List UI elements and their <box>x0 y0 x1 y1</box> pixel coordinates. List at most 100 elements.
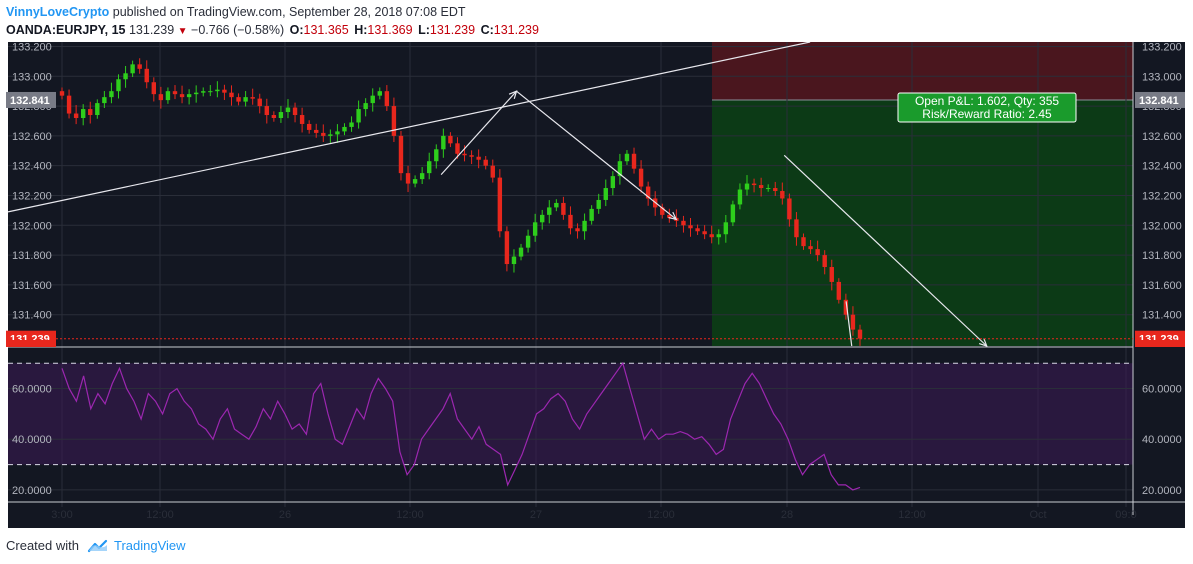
candle-body <box>624 153 630 162</box>
entry-price-tag-left-bg <box>6 91 56 108</box>
time-tick-label: 12:00 <box>146 509 174 521</box>
candle-body <box>794 219 799 238</box>
candle-body <box>186 94 192 98</box>
candle-body <box>702 231 707 235</box>
candle-series <box>59 58 863 346</box>
rsi-pane <box>8 346 1185 491</box>
candle-body <box>645 186 651 199</box>
price-tick-label-left: 131.600 <box>12 280 52 292</box>
trade-info-box[interactable]: Open P&L: 1.602, Qty: 355 Risk/Reward Ra… <box>897 92 1077 123</box>
candle-body <box>511 256 517 265</box>
low-label: L: <box>418 23 430 37</box>
time-tick-label: Oct <box>1029 509 1046 521</box>
candle-body <box>455 143 460 154</box>
price-tick-label-left: 132.600 <box>12 131 52 143</box>
candle-body <box>356 109 361 123</box>
candle-body <box>88 109 93 116</box>
arrow-head <box>668 211 678 221</box>
candle-body <box>582 220 587 232</box>
trade-info-pnl: Open P&L: 1.602, Qty: 355 <box>915 94 1059 108</box>
candle-body <box>815 249 820 256</box>
candle-body <box>165 91 171 101</box>
candle-body <box>130 64 135 74</box>
cut-price-tag-right <box>1135 340 1185 347</box>
trendline <box>7 42 811 213</box>
rsi-tick-label: 20.0000 <box>1142 485 1182 497</box>
candle-body <box>441 135 446 150</box>
time-tick-label: 28 <box>781 509 793 521</box>
candle-body <box>610 176 616 189</box>
rsi-tick-label: 40.0000 <box>1142 434 1182 446</box>
candle-body <box>208 91 213 93</box>
candle-body <box>377 91 382 96</box>
candle-body <box>229 92 234 98</box>
low-value: 131.239 <box>429 23 476 37</box>
candle-body <box>172 91 178 95</box>
candle-body <box>116 79 121 92</box>
candle-body <box>179 94 185 98</box>
candle-body <box>751 183 757 186</box>
candle-body <box>773 188 778 192</box>
candle-body <box>462 153 467 156</box>
candle-body <box>222 89 227 93</box>
created-with-text: Created with <box>6 538 79 553</box>
candle-body <box>250 97 255 99</box>
stop-loss-zone <box>712 42 1133 100</box>
price-tick-label: 132.400 <box>1142 161 1182 173</box>
time-tick-label: 12:00 <box>396 509 424 521</box>
candle-body <box>695 228 700 232</box>
candle-body <box>109 91 114 98</box>
price-tick-label: 132.600 <box>1142 131 1182 143</box>
close-label: C: <box>480 23 494 37</box>
candle-body <box>758 185 764 189</box>
candle-body <box>787 198 792 220</box>
chart-canvas[interactable]: 133.200133.200133.000133.000132.800132.8… <box>0 42 1193 530</box>
footer: Created with TradingView <box>6 538 186 553</box>
price-tick-label: 131.800 <box>1142 250 1182 262</box>
candle-body <box>765 188 771 190</box>
candle-body <box>342 126 347 132</box>
candle-body <box>822 255 827 268</box>
candle-body <box>681 220 686 226</box>
candle-body <box>59 91 65 96</box>
author-link[interactable]: VinnyLoveCrypto <box>6 5 110 19</box>
price-tick-label-left: 131.400 <box>12 310 52 322</box>
trade-info-bg <box>897 92 1077 123</box>
time-tick-label: 26 <box>279 509 291 521</box>
trendline <box>783 154 988 347</box>
candle-body <box>363 103 368 110</box>
price-tick-label-left: 131.800 <box>12 250 52 262</box>
candle-body <box>102 97 107 104</box>
trade-info-ratio: Risk/Reward Ratio: 2.45 <box>922 107 1052 121</box>
candle-body <box>737 189 743 205</box>
high-label: H: <box>354 23 368 37</box>
candle-body <box>631 153 637 169</box>
candle-body <box>80 109 86 118</box>
candle-body <box>292 107 298 116</box>
price-tick-label-left: 132.400 <box>12 161 52 173</box>
arrow-head <box>508 90 518 100</box>
candle-body <box>638 168 644 187</box>
arrow-head <box>978 338 988 347</box>
candle-body <box>278 112 284 118</box>
candle-body <box>575 228 580 232</box>
candle-body <box>709 234 714 238</box>
down-triangle-icon: ▼ <box>177 26 188 37</box>
candle-body <box>829 267 834 282</box>
candle-body <box>66 95 72 114</box>
candle-body <box>215 89 220 92</box>
candle-body <box>419 173 425 180</box>
candle-body <box>554 202 559 208</box>
candle-body <box>405 173 411 184</box>
tradingview-link[interactable]: TradingView <box>87 538 186 553</box>
candle-body <box>257 98 262 107</box>
candle-body <box>271 115 277 118</box>
symbol-label[interactable]: OANDA:EURJPY, 15 <box>6 23 126 37</box>
change-value: −0.766 (−0.58%) <box>191 23 285 37</box>
candle-body <box>836 281 842 300</box>
trendline-drawings[interactable] <box>7 42 988 347</box>
candle-body <box>596 199 601 209</box>
candle-body <box>490 165 495 178</box>
candle-body <box>730 204 736 223</box>
close-value: 131.239 <box>493 23 539 37</box>
